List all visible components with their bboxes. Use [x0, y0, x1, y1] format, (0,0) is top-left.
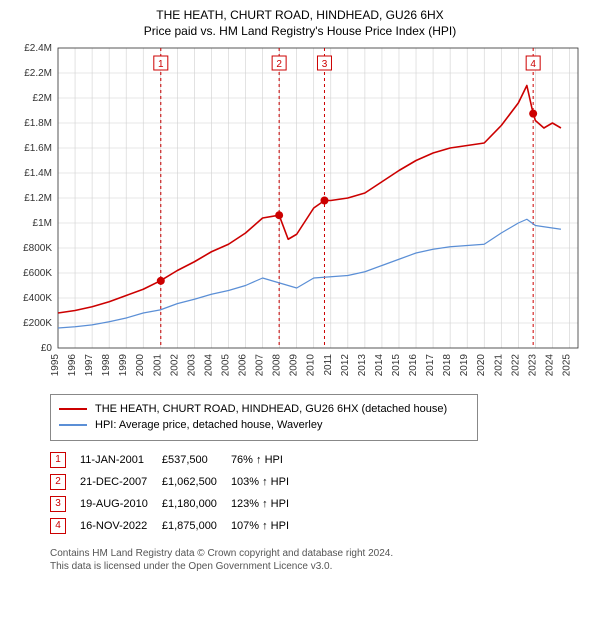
table-row: 4 16-NOV-2022£1,875,000107% ↑ HPI [50, 515, 303, 537]
svg-text:2024: 2024 [544, 353, 555, 376]
svg-text:2007: 2007 [255, 353, 266, 376]
svg-text:2012: 2012 [340, 353, 351, 376]
svg-text:1998: 1998 [101, 353, 112, 376]
svg-text:£2M: £2M [33, 93, 52, 104]
transaction-table: 1 11-JAN-2001£537,50076% ↑ HPI 2 21-DEC-200… [50, 449, 303, 537]
svg-text:2021: 2021 [493, 353, 504, 376]
footnote-line2: This data is licensed under the Open Gov… [50, 560, 590, 573]
txn-badge: 4 [50, 518, 66, 534]
svg-text:£2.2M: £2.2M [24, 68, 52, 79]
svg-text:2: 2 [276, 59, 282, 70]
txn-price: £1,062,500 [162, 471, 231, 493]
svg-text:£0: £0 [41, 343, 53, 354]
svg-text:2022: 2022 [510, 353, 521, 376]
chart-svg: £0 £200K £400K £600K £800K £1M £1.2M £1.4M £1.6M… [10, 44, 590, 384]
txn-delta: 107% ↑ HPI [231, 515, 303, 537]
svg-text:1995: 1995 [50, 353, 61, 376]
footnote: Contains HM Land Registry data © Crown c… [50, 547, 590, 573]
txn-date: 21-DEC-2007 [80, 471, 162, 493]
svg-text:2009: 2009 [289, 353, 300, 376]
txn-date: 19-AUG-2010 [80, 493, 162, 515]
svg-text:£1.2M: £1.2M [24, 193, 52, 204]
legend-label: THE HEATH, CHURT ROAD, HINDHEAD, GU26 6H… [95, 401, 447, 418]
svg-text:2011: 2011 [323, 353, 334, 375]
svg-text:2023: 2023 [527, 353, 538, 376]
svg-text:2004: 2004 [203, 353, 214, 376]
legend-item: THE HEATH, CHURT ROAD, HINDHEAD, GU26 6H… [59, 401, 469, 418]
svg-text:2020: 2020 [476, 353, 487, 376]
svg-text:£200K: £200K [23, 318, 52, 329]
svg-text:2000: 2000 [135, 353, 146, 376]
svg-text:1996: 1996 [67, 353, 78, 376]
table-row: 1 11-JAN-2001£537,50076% ↑ HPI [50, 449, 303, 471]
svg-text:£1M: £1M [33, 218, 52, 229]
svg-text:2019: 2019 [459, 353, 470, 376]
svg-text:2015: 2015 [391, 353, 402, 376]
price-chart: £0 £200K £400K £600K £800K £1M £1.2M £1.4M £1.6M… [10, 44, 590, 384]
legend-label: HPI: Average price, detached house, Wave… [95, 417, 322, 434]
svg-text:2001: 2001 [152, 353, 163, 376]
svg-text:£1.8M: £1.8M [24, 118, 52, 129]
legend-swatch [59, 408, 87, 410]
footnote-line1: Contains HM Land Registry data © Crown c… [50, 547, 590, 560]
svg-text:2010: 2010 [306, 353, 317, 376]
svg-text:2016: 2016 [408, 353, 419, 376]
svg-text:2013: 2013 [357, 353, 368, 376]
txn-date: 16-NOV-2022 [80, 515, 162, 537]
txn-badge: 3 [50, 496, 66, 512]
svg-text:2005: 2005 [220, 353, 231, 376]
table-row: 2 21-DEC-2007£1,062,500103% ↑ HPI [50, 471, 303, 493]
svg-text:1999: 1999 [118, 353, 129, 376]
svg-text:2014: 2014 [374, 353, 385, 376]
txn-delta: 76% ↑ HPI [231, 449, 303, 471]
svg-text:£2.4M: £2.4M [24, 44, 52, 54]
txn-badge: 2 [50, 474, 66, 490]
svg-text:2003: 2003 [186, 353, 197, 376]
svg-text:2025: 2025 [561, 353, 572, 376]
chart-legend: THE HEATH, CHURT ROAD, HINDHEAD, GU26 6H… [50, 394, 478, 441]
txn-price: £537,500 [162, 449, 231, 471]
svg-text:2017: 2017 [425, 353, 436, 376]
svg-text:£1.6M: £1.6M [24, 143, 52, 154]
txn-price: £1,875,000 [162, 515, 231, 537]
svg-text:1: 1 [158, 59, 164, 70]
txn-delta: 103% ↑ HPI [231, 471, 303, 493]
svg-text:2006: 2006 [238, 353, 249, 376]
txn-badge: 1 [50, 452, 66, 468]
svg-text:£600K: £600K [23, 268, 52, 279]
svg-text:2008: 2008 [272, 353, 283, 376]
svg-text:3: 3 [322, 59, 328, 70]
txn-date: 11-JAN-2001 [80, 449, 162, 471]
chart-title-line2: Price paid vs. HM Land Registry's House … [10, 24, 590, 38]
svg-text:£1.4M: £1.4M [24, 168, 52, 179]
svg-text:1997: 1997 [84, 353, 95, 376]
svg-text:2002: 2002 [169, 353, 180, 376]
txn-price: £1,180,000 [162, 493, 231, 515]
svg-text:4: 4 [530, 59, 536, 70]
svg-text:£800K: £800K [23, 243, 52, 254]
svg-text:£400K: £400K [23, 293, 52, 304]
svg-text:2018: 2018 [442, 353, 453, 376]
table-row: 3 19-AUG-2010£1,180,000123% ↑ HPI [50, 493, 303, 515]
txn-delta: 123% ↑ HPI [231, 493, 303, 515]
legend-swatch [59, 424, 87, 426]
legend-item: HPI: Average price, detached house, Wave… [59, 417, 469, 434]
chart-title-line1: THE HEATH, CHURT ROAD, HINDHEAD, GU26 6H… [10, 8, 590, 24]
